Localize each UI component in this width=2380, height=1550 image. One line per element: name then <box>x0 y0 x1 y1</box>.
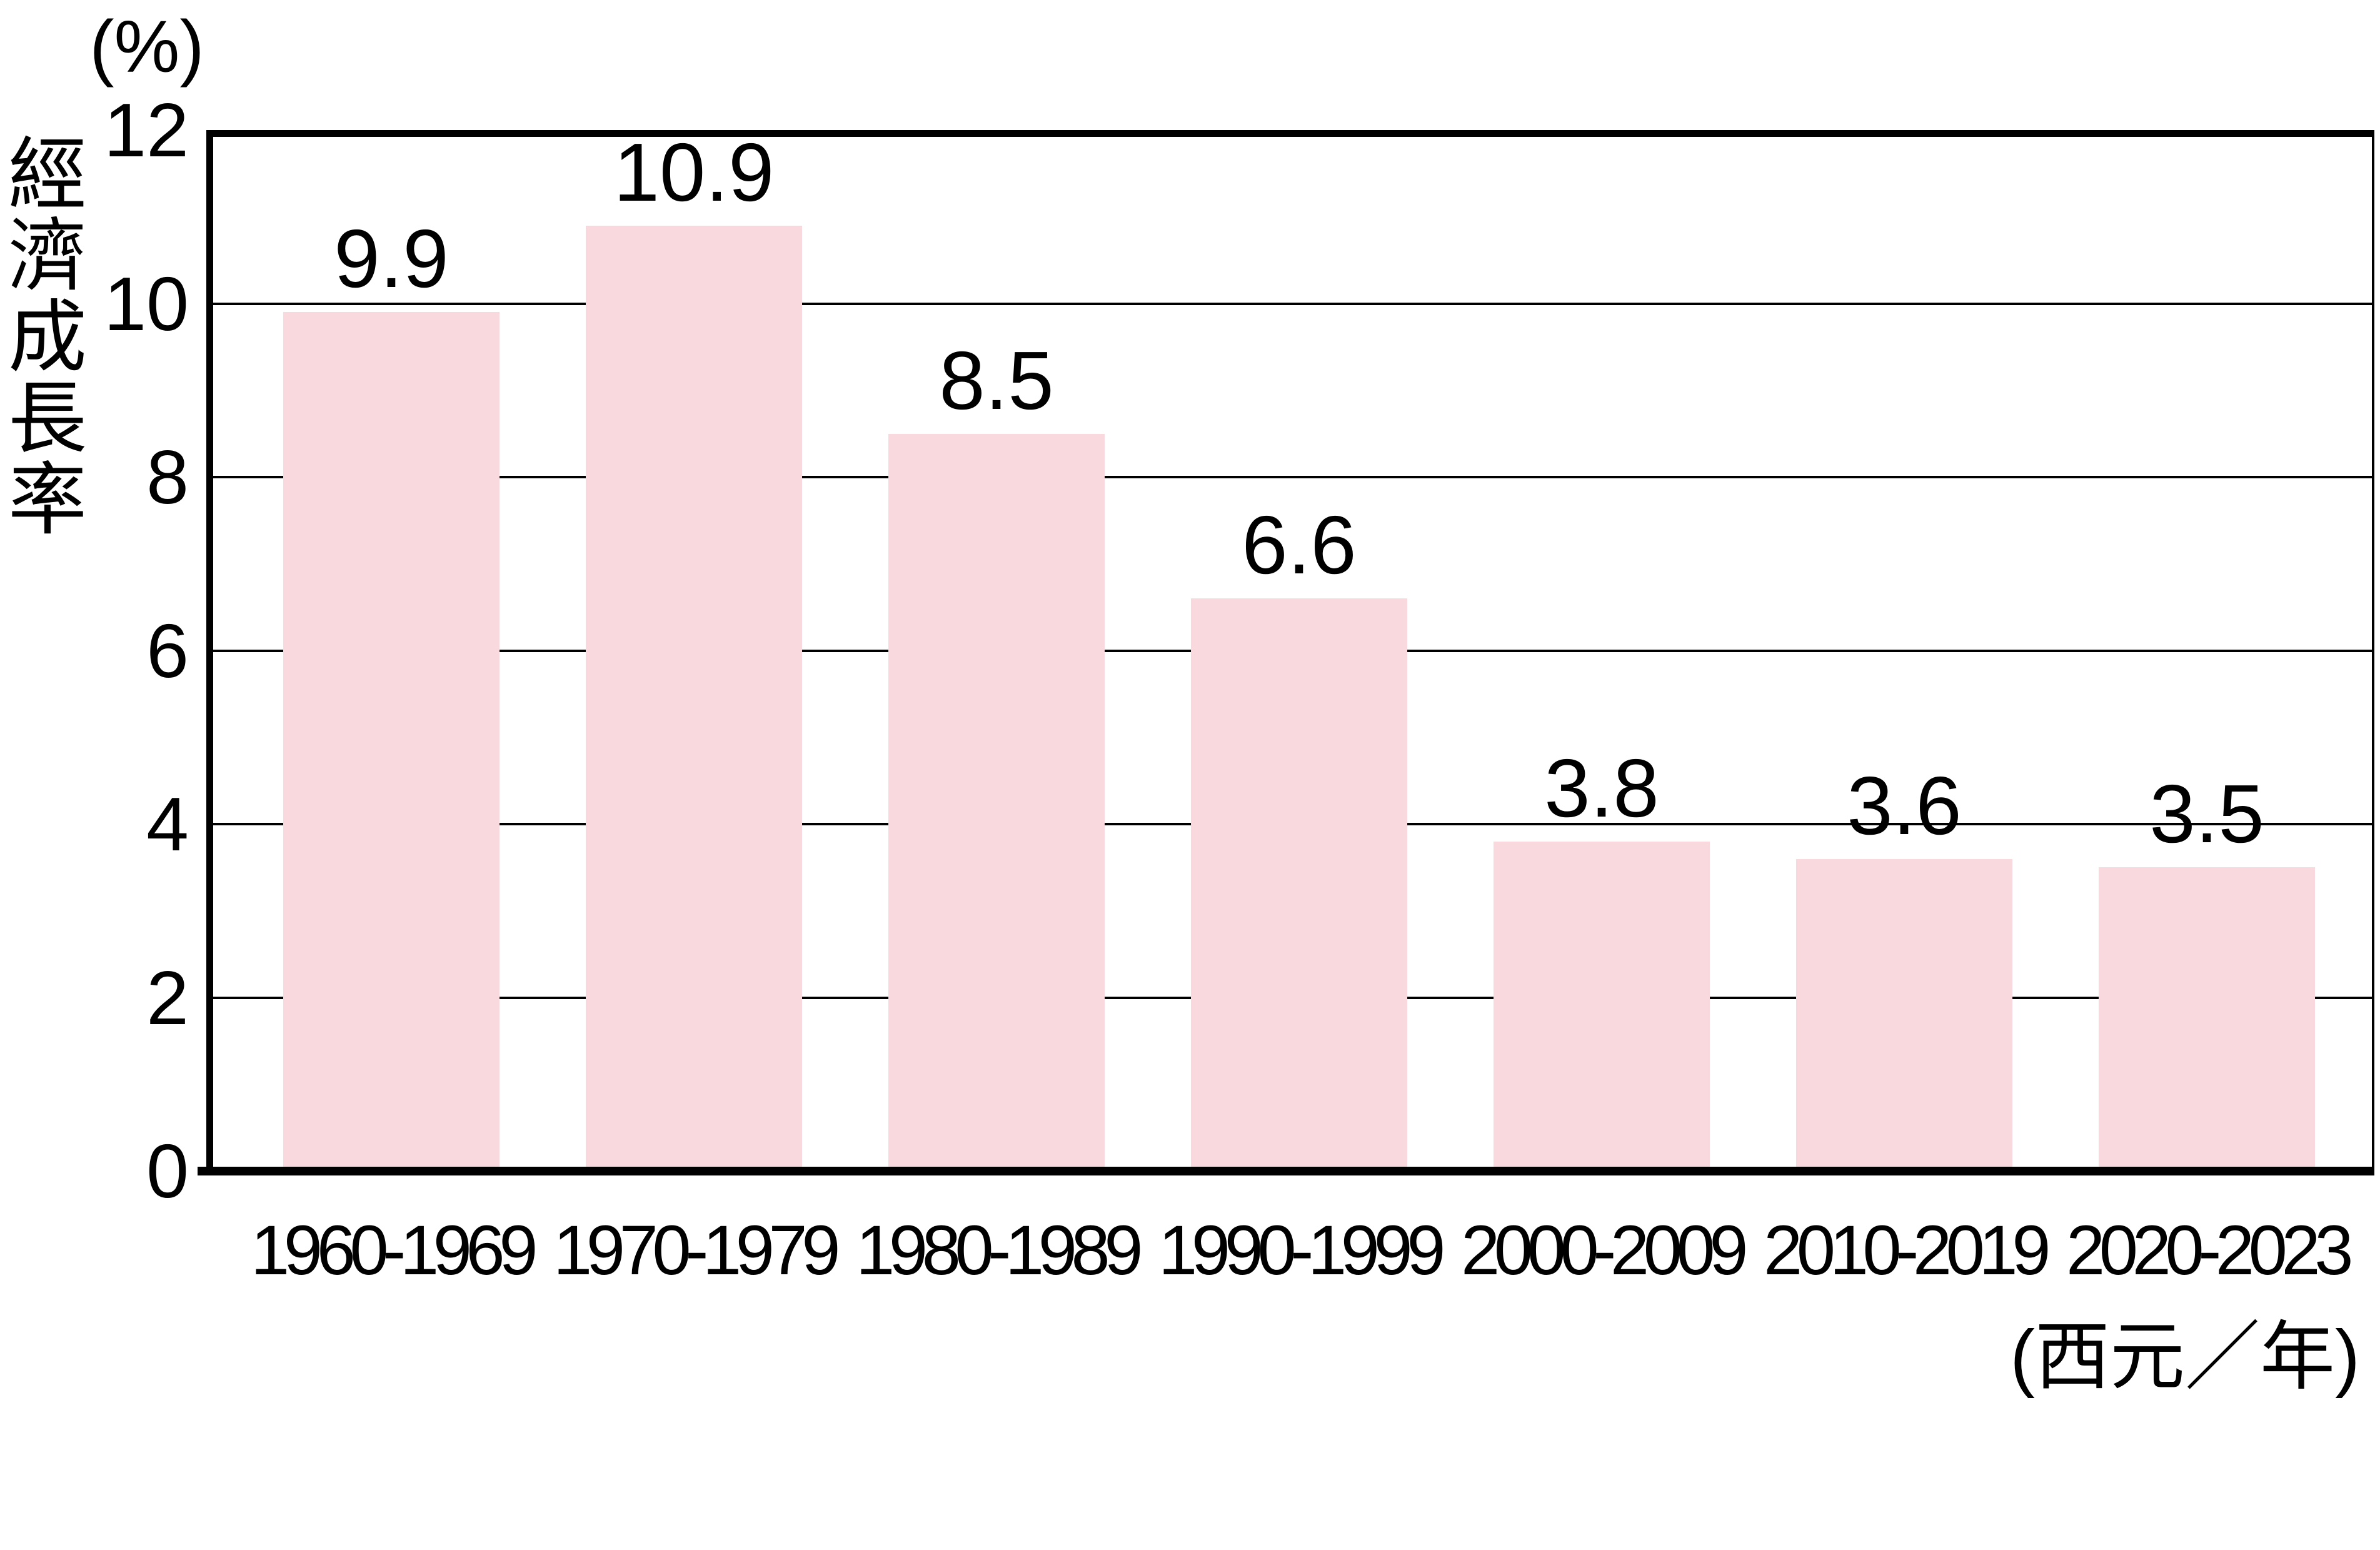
gridline <box>213 476 2372 478</box>
bar <box>1796 858 2012 1171</box>
x-axis-line <box>198 1167 2374 1175</box>
bar-value-label: 3.6 <box>1847 759 1962 852</box>
bar-value-label: 9.9 <box>334 213 449 305</box>
bar <box>1191 598 1407 1171</box>
bar <box>283 312 500 1171</box>
y-tick-label: 6 <box>146 608 189 693</box>
bar <box>888 433 1105 1171</box>
x-tick-label: 1960-1969 <box>251 1211 538 1289</box>
y-tick-label: 8 <box>146 435 189 520</box>
y-tick-label: 2 <box>146 955 189 1040</box>
bar <box>586 225 802 1171</box>
x-tick-label: 2020-2023 <box>2066 1211 2353 1289</box>
y-axis-line <box>206 130 213 1171</box>
y-tick-label: 4 <box>146 782 189 867</box>
x-axis-unit-label: (西元／年) <box>2010 1315 2360 1399</box>
bar-value-label: 6.6 <box>1242 499 1357 591</box>
y-axis-unit-label: (%) <box>89 6 204 88</box>
x-tick-label: 1990-1999 <box>1158 1211 1445 1289</box>
x-tick-label: 1980-1989 <box>856 1211 1143 1289</box>
bar-value-label: 3.5 <box>2149 768 2264 860</box>
x-tick-label: 1970-1979 <box>553 1211 840 1289</box>
x-tick-label: 2010-2019 <box>1764 1211 2051 1289</box>
y-tick-label: 10 <box>104 261 189 346</box>
y-tick-label: 12 <box>104 88 189 173</box>
gridline <box>213 302 2372 305</box>
x-tick-label: 2000-2009 <box>1461 1211 1748 1289</box>
bar-value-label: 3.8 <box>1544 742 1659 834</box>
plot-right-border <box>2372 130 2374 1171</box>
plot-top-border <box>206 130 2374 137</box>
y-axis-title: 經濟成長率 <box>0 133 85 539</box>
y-tick-label: 0 <box>146 1129 189 1214</box>
bar-value-label: 10.9 <box>613 126 775 218</box>
bar <box>1494 841 1710 1171</box>
bar-value-label: 8.5 <box>939 334 1054 426</box>
bar <box>2099 867 2315 1171</box>
